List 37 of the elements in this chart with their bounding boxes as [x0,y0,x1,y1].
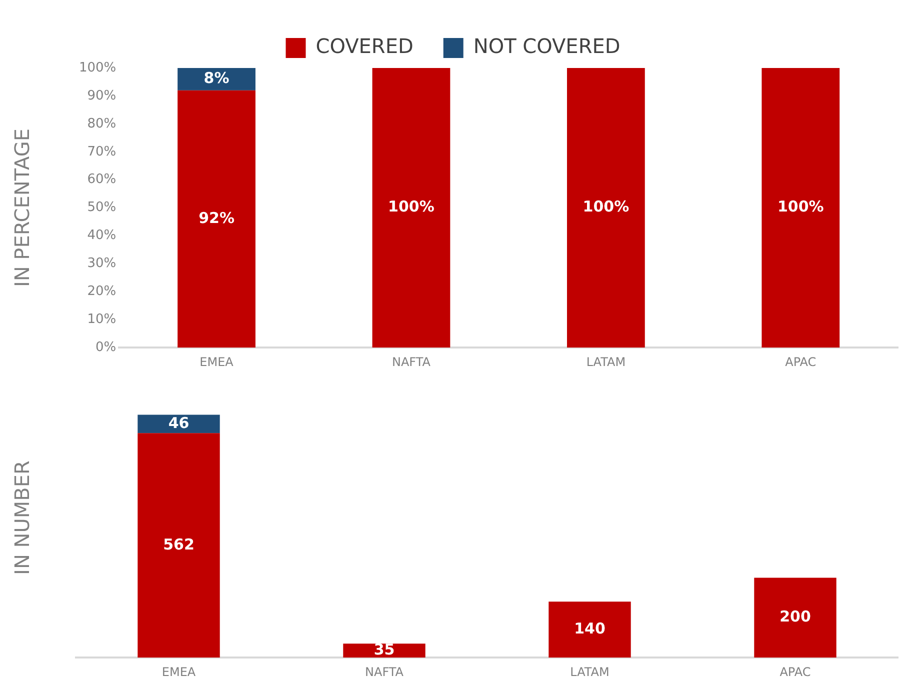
y-axis-title: IN PERCENTAGE [10,128,34,288]
bar [138,414,220,434]
data-label: 562 [163,535,194,554]
data-label: 200 [780,608,811,626]
bar [138,433,220,658]
x-tick-label: EMEA [162,664,196,679]
y-tick-label: 30% [87,256,116,272]
x-tick-label: EMEA [200,354,234,369]
y-tick-label: 10% [87,312,116,328]
y-tick-label: 100% [78,60,116,76]
y-tick-label: 90% [87,88,116,104]
data-label: 140 [574,620,606,638]
y-tick-label: 0% [96,340,116,355]
y-tick-label: 80% [87,116,116,132]
data-label: 100% [582,198,630,216]
y-tick-label: 20% [87,284,116,300]
x-tick-label: APAC [780,664,811,679]
x-tick-label: NAFTA [365,664,404,679]
legend-label: COVERED [316,34,414,58]
y-axis-title: IN NUMBER [10,460,34,575]
x-tick-label: APAC [785,354,816,369]
y-tick-label: 50% [87,200,116,216]
bar [754,578,836,658]
y-tick-label: 70% [87,144,116,160]
x-tick-label: LATAM [586,354,626,369]
data-label: 100% [777,198,824,216]
x-tick-label: NAFTA [392,354,432,369]
data-label: 46 [168,414,190,432]
y-tick-label: 60% [87,172,116,188]
data-label: 100% [388,198,434,216]
data-label: 35 [374,640,395,658]
x-tick-label: LATAM [570,664,610,679]
data-label: 92% [198,208,234,227]
data-label: 8% [204,69,230,88]
legend-label: NOT COVERED [473,34,620,58]
y-tick-label: 40% [87,228,116,244]
bar [548,602,631,658]
